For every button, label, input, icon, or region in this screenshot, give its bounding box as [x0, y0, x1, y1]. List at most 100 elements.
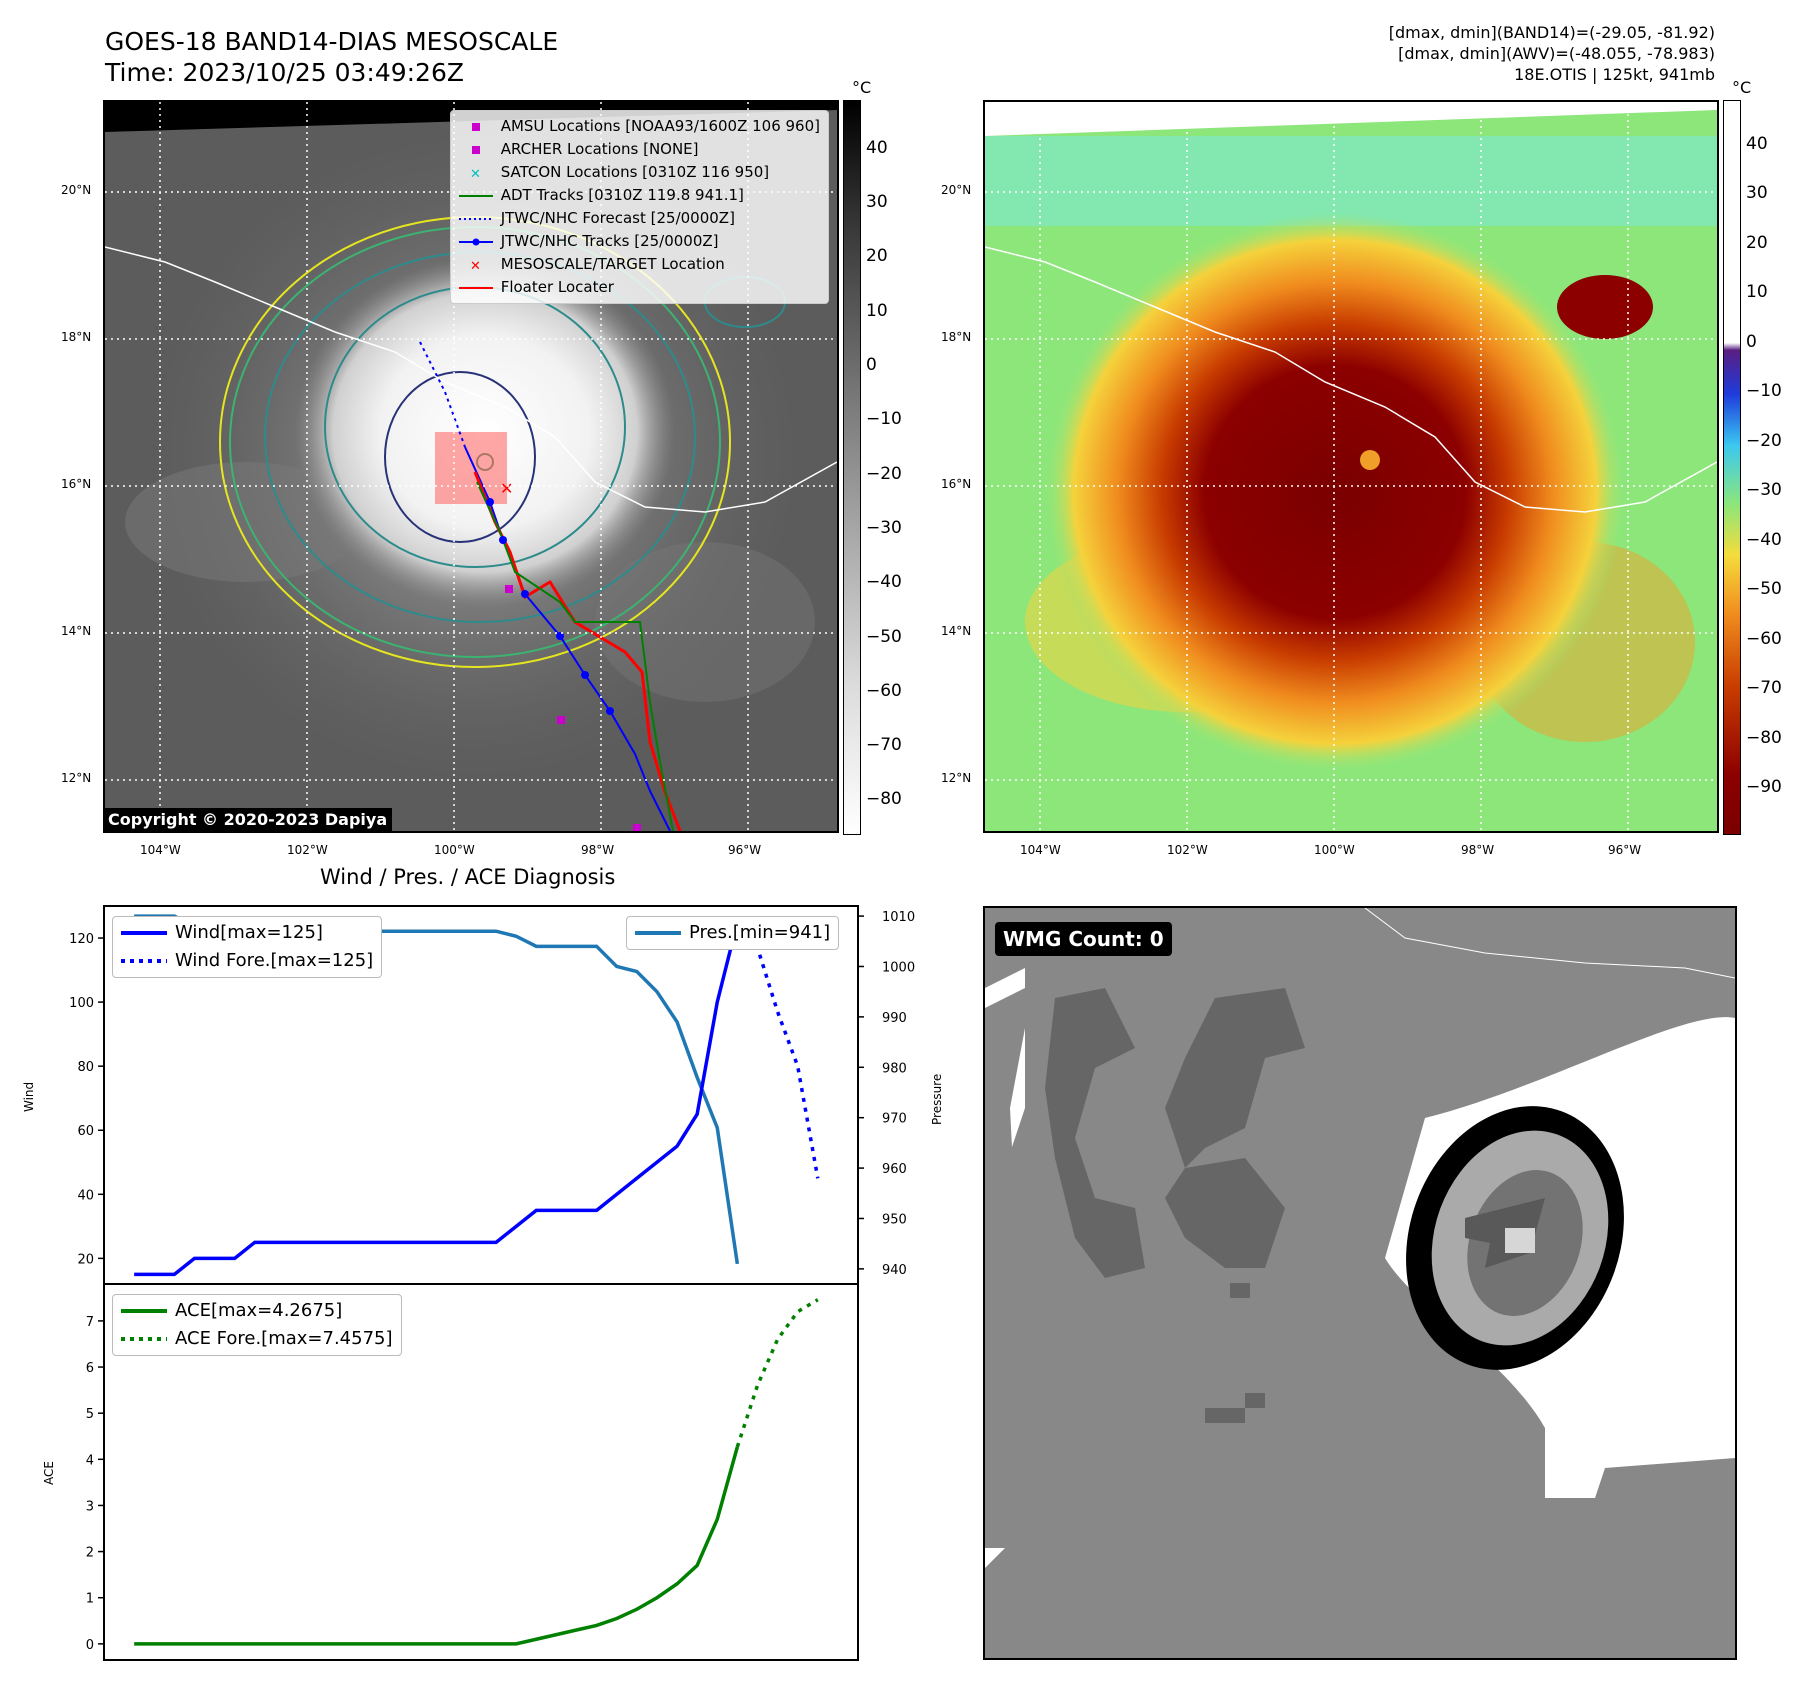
- legend-symbol-icon: [458, 189, 493, 203]
- colorbar-tick: −40: [866, 572, 902, 593]
- colorbar-tick: 40: [866, 137, 888, 158]
- colorbar-tick: 20: [1746, 232, 1768, 253]
- lon-label: 98°W: [1461, 843, 1495, 857]
- ace-plot-frame: [103, 1283, 859, 1661]
- colorbar-tick: 30: [866, 192, 888, 213]
- pres-legend-label: Pres.[min=941]: [689, 922, 831, 943]
- legend-symbol-icon: [458, 281, 493, 295]
- map-legend-label: ADT Tracks [0310Z 119.8 941.1]: [500, 186, 744, 204]
- dmax-dmin-info: [dmax, dmin](BAND14)=(-29.05, -81.92) [d…: [1389, 22, 1715, 85]
- ace-series: [134, 1446, 740, 1646]
- lat-label: 16°N: [941, 477, 972, 491]
- wmg-count-badge: WMG Count: 0: [995, 922, 1172, 956]
- colorbar-tick: −80: [1746, 727, 1782, 748]
- awv-image: [985, 102, 1717, 831]
- map-legend-label: AMSU Locations [NOAA93/1600Z 106 960]: [500, 117, 820, 135]
- wind-tick-label: 60: [77, 1124, 94, 1139]
- lat-label: 12°N: [61, 771, 92, 785]
- lon-label: 104°W: [1020, 843, 1061, 857]
- pres-tick-label: 1010: [882, 910, 915, 925]
- svg-text:✕: ✕: [470, 167, 481, 180]
- map-legend-label: JTWC/NHC Forecast [25/0000Z]: [500, 209, 735, 227]
- colorbar-tick: −80: [866, 789, 902, 810]
- colorbar-tick: −10: [866, 409, 902, 430]
- colorbar-tick: 10: [866, 300, 888, 321]
- lon-label: 102°W: [1167, 843, 1208, 857]
- colorbar-tick: −50: [1746, 579, 1782, 600]
- ace-tick-label: 1: [86, 1592, 94, 1607]
- wind-tick-label: 100: [69, 996, 94, 1011]
- wind-legend-label: Wind[max=125]: [175, 922, 323, 943]
- pres-tick-label: 980: [882, 1061, 907, 1076]
- ace-tick-label: 3: [86, 1499, 94, 1514]
- wind-forecast-series: [735, 920, 820, 1179]
- wmg-panel[interactable]: [983, 906, 1737, 1660]
- map-legend: AMSU Locations [NOAA93/1600Z 106 960] ARC…: [449, 110, 829, 304]
- lon-label: 100°W: [1314, 843, 1355, 857]
- legend-symbol-icon: [458, 235, 493, 249]
- colorbar-tick: 40: [1746, 133, 1768, 154]
- colorbar-tick: 20: [866, 246, 888, 267]
- pres-tick-label: 960: [882, 1162, 907, 1177]
- band14-colorbar: [843, 100, 861, 835]
- colorbar-tick: −20: [1746, 430, 1782, 451]
- colorbar-unit-left: °C: [852, 78, 872, 97]
- lat-label: 20°N: [941, 183, 972, 197]
- map-legend-label: JTWC/NHC Tracks [25/0000Z]: [500, 232, 719, 250]
- map-legend-label: MESOSCALE/TARGET Location: [500, 255, 725, 273]
- pressure-legend: Pres.[min=941]: [626, 916, 840, 950]
- band14-map[interactable]: ✕ AMSU Locations [NOAA93/1600Z 106 960] A…: [103, 100, 839, 833]
- colorbar-tick: −70: [866, 735, 902, 756]
- wind-tick-label: 20: [77, 1252, 94, 1267]
- wind-tick-label: 120: [69, 932, 94, 947]
- lat-label: 20°N: [61, 183, 92, 197]
- lat-label: 16°N: [61, 477, 92, 491]
- map-legend-item: ADT Tracks [0310Z 119.8 941.1]: [458, 184, 820, 207]
- map-legend-item: AMSU Locations [NOAA93/1600Z 106 960]: [459, 115, 820, 138]
- legend-symbol-icon: ✕: [459, 166, 493, 180]
- colorbar-tick: −60: [1746, 628, 1782, 649]
- lat-label: 12°N: [941, 771, 972, 785]
- map-legend-item: JTWC/NHC Forecast [25/0000Z]: [458, 207, 820, 230]
- lon-label: 100°W: [434, 843, 475, 857]
- ace-tick-label: 2: [86, 1546, 94, 1561]
- colorbar-tick: −90: [1746, 777, 1782, 798]
- lat-label: 14°N: [941, 624, 972, 638]
- map-legend-item: ARCHER Locations [NONE]: [459, 138, 820, 161]
- legend-symbol-icon: [459, 120, 493, 134]
- wind-tick-label: 80: [77, 1060, 94, 1075]
- awv-map[interactable]: [983, 100, 1719, 833]
- map-legend-item: ✕ MESOSCALE/TARGET Location: [459, 253, 820, 276]
- lat-label: 14°N: [61, 624, 92, 638]
- ace-tick-label: 6: [86, 1361, 94, 1376]
- colorbar-tick: −10: [1746, 381, 1782, 402]
- colorbar-tick: 0: [866, 355, 877, 376]
- colorbar-tick: −50: [866, 626, 902, 647]
- info-storm: 18E.OTIS | 125kt, 941mb: [1514, 65, 1715, 84]
- map-legend-label: ARCHER Locations [NONE]: [500, 140, 699, 158]
- ace-legend-label: ACE[max=4.2675]: [175, 1300, 343, 1321]
- colorbar-tick: −30: [866, 517, 902, 538]
- svg-text:✕: ✕: [470, 259, 481, 272]
- legend-symbol-icon: ✕: [459, 258, 493, 272]
- colorbar-tick: −30: [1746, 480, 1782, 501]
- lon-label: 98°W: [581, 843, 615, 857]
- pres-tick-label: 950: [882, 1212, 907, 1227]
- colorbar-tick: −60: [866, 680, 902, 701]
- map-legend-item: JTWC/NHC Tracks [25/0000Z]: [458, 230, 820, 253]
- lon-label: 96°W: [728, 843, 762, 857]
- pres-tick-label: 940: [882, 1263, 907, 1278]
- wind-series: [134, 921, 740, 1277]
- pres-tick-label: 970: [882, 1112, 907, 1127]
- wind-fore-legend-label: Wind Fore.[max=125]: [175, 950, 374, 971]
- colorbar-tick: 30: [1746, 183, 1768, 204]
- lon-label: 104°W: [140, 843, 181, 857]
- lat-label: 18°N: [941, 330, 972, 344]
- ace-tick-label: 5: [86, 1407, 94, 1422]
- lat-label: 18°N: [61, 330, 92, 344]
- page-title: GOES-18 BAND14-DIAS MESOSCALE Time: 2023/…: [105, 27, 559, 87]
- info-awv: [dmax, dmin](AWV)=(-48.055, -78.983): [1398, 44, 1715, 63]
- awv-colorbar: [1723, 100, 1741, 835]
- colorbar-tick: 0: [1746, 331, 1757, 352]
